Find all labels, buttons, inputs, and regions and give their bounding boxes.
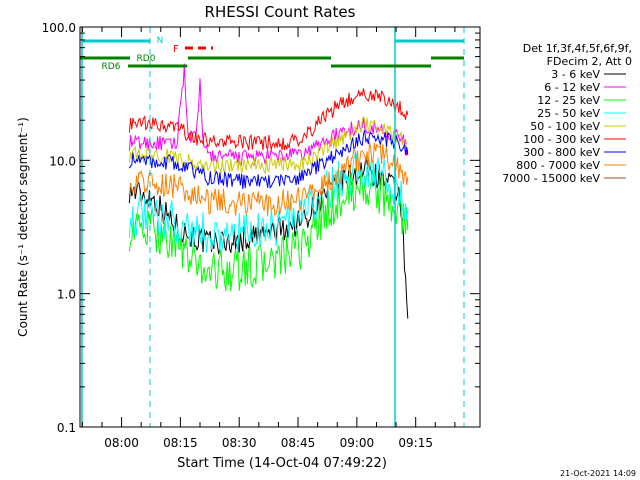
y-axis: 0.1 1.0 10.0 100.0 <box>42 21 480 435</box>
plot-frame <box>79 26 481 428</box>
legend-label-3: 25 - 50 keV <box>537 107 600 120</box>
legend-header-line-1: Det 1f,3f,4f,5f,6f,9f, <box>523 42 632 55</box>
y-axis-label: Count Rate (s⁻¹ detector segment⁻¹) <box>16 117 30 337</box>
x-axis: 08:00 08:15 08:30 08:45 09:00 09:15 <box>81 27 456 450</box>
chart-title: RHESSI Count Rates <box>205 3 356 21</box>
x-tick-label-2: 08:30 <box>222 436 257 450</box>
legend: Det 1f,3f,4f,5f,6f,9f, FDecim 2, Att 0 3… <box>502 42 632 185</box>
legend-label-2: 12 - 25 keV <box>537 94 600 107</box>
flare-flag-label: F <box>173 44 179 55</box>
legend-label-0: 3 - 6 keV <box>551 68 600 81</box>
x-tick-label-0: 08:00 <box>104 436 139 450</box>
legend-label-1: 6 - 12 keV <box>544 81 600 94</box>
legend-label-4: 50 - 100 keV <box>530 120 600 133</box>
series-line-6 <box>128 129 409 190</box>
legend-label-7: 800 - 7000 keV <box>516 159 600 172</box>
x-tick-label-1: 08:15 <box>163 436 198 450</box>
x-axis-label: Start Time (14-Oct-04 07:49:22) <box>177 456 387 471</box>
series-line-2 <box>128 168 409 292</box>
series-line-5 <box>128 88 409 151</box>
y-tick-label-0: 0.1 <box>57 421 76 435</box>
timestamp: 21-Oct-2021 14:09 <box>560 469 636 478</box>
y-tick-label-2: 10.0 <box>49 154 76 168</box>
y-tick-label-1: 1.0 <box>57 288 76 302</box>
x-tick-label-3: 08:45 <box>281 436 316 450</box>
legend-label-5: 100 - 300 keV <box>523 133 600 146</box>
legend-header-line-2: FDecim 2, Att 0 <box>547 55 632 68</box>
y-tick-label-3: 100.0 <box>42 21 76 35</box>
series-line-0 <box>128 156 409 319</box>
series-line-7 <box>128 142 409 217</box>
rd0-label: RD0 <box>137 54 156 64</box>
series-line-4 <box>128 116 409 175</box>
legend-label-8: 7000 - 15000 keV <box>502 172 600 185</box>
series-layer <box>128 63 409 319</box>
series-line-3 <box>128 152 409 254</box>
x-tick-label-5: 09:15 <box>398 436 433 450</box>
night-label: N <box>157 36 164 46</box>
legend-label-6: 300 - 800 keV <box>523 146 600 159</box>
rd6-label: RD6 <box>102 62 121 72</box>
x-tick-label-4: 09:00 <box>340 436 375 450</box>
